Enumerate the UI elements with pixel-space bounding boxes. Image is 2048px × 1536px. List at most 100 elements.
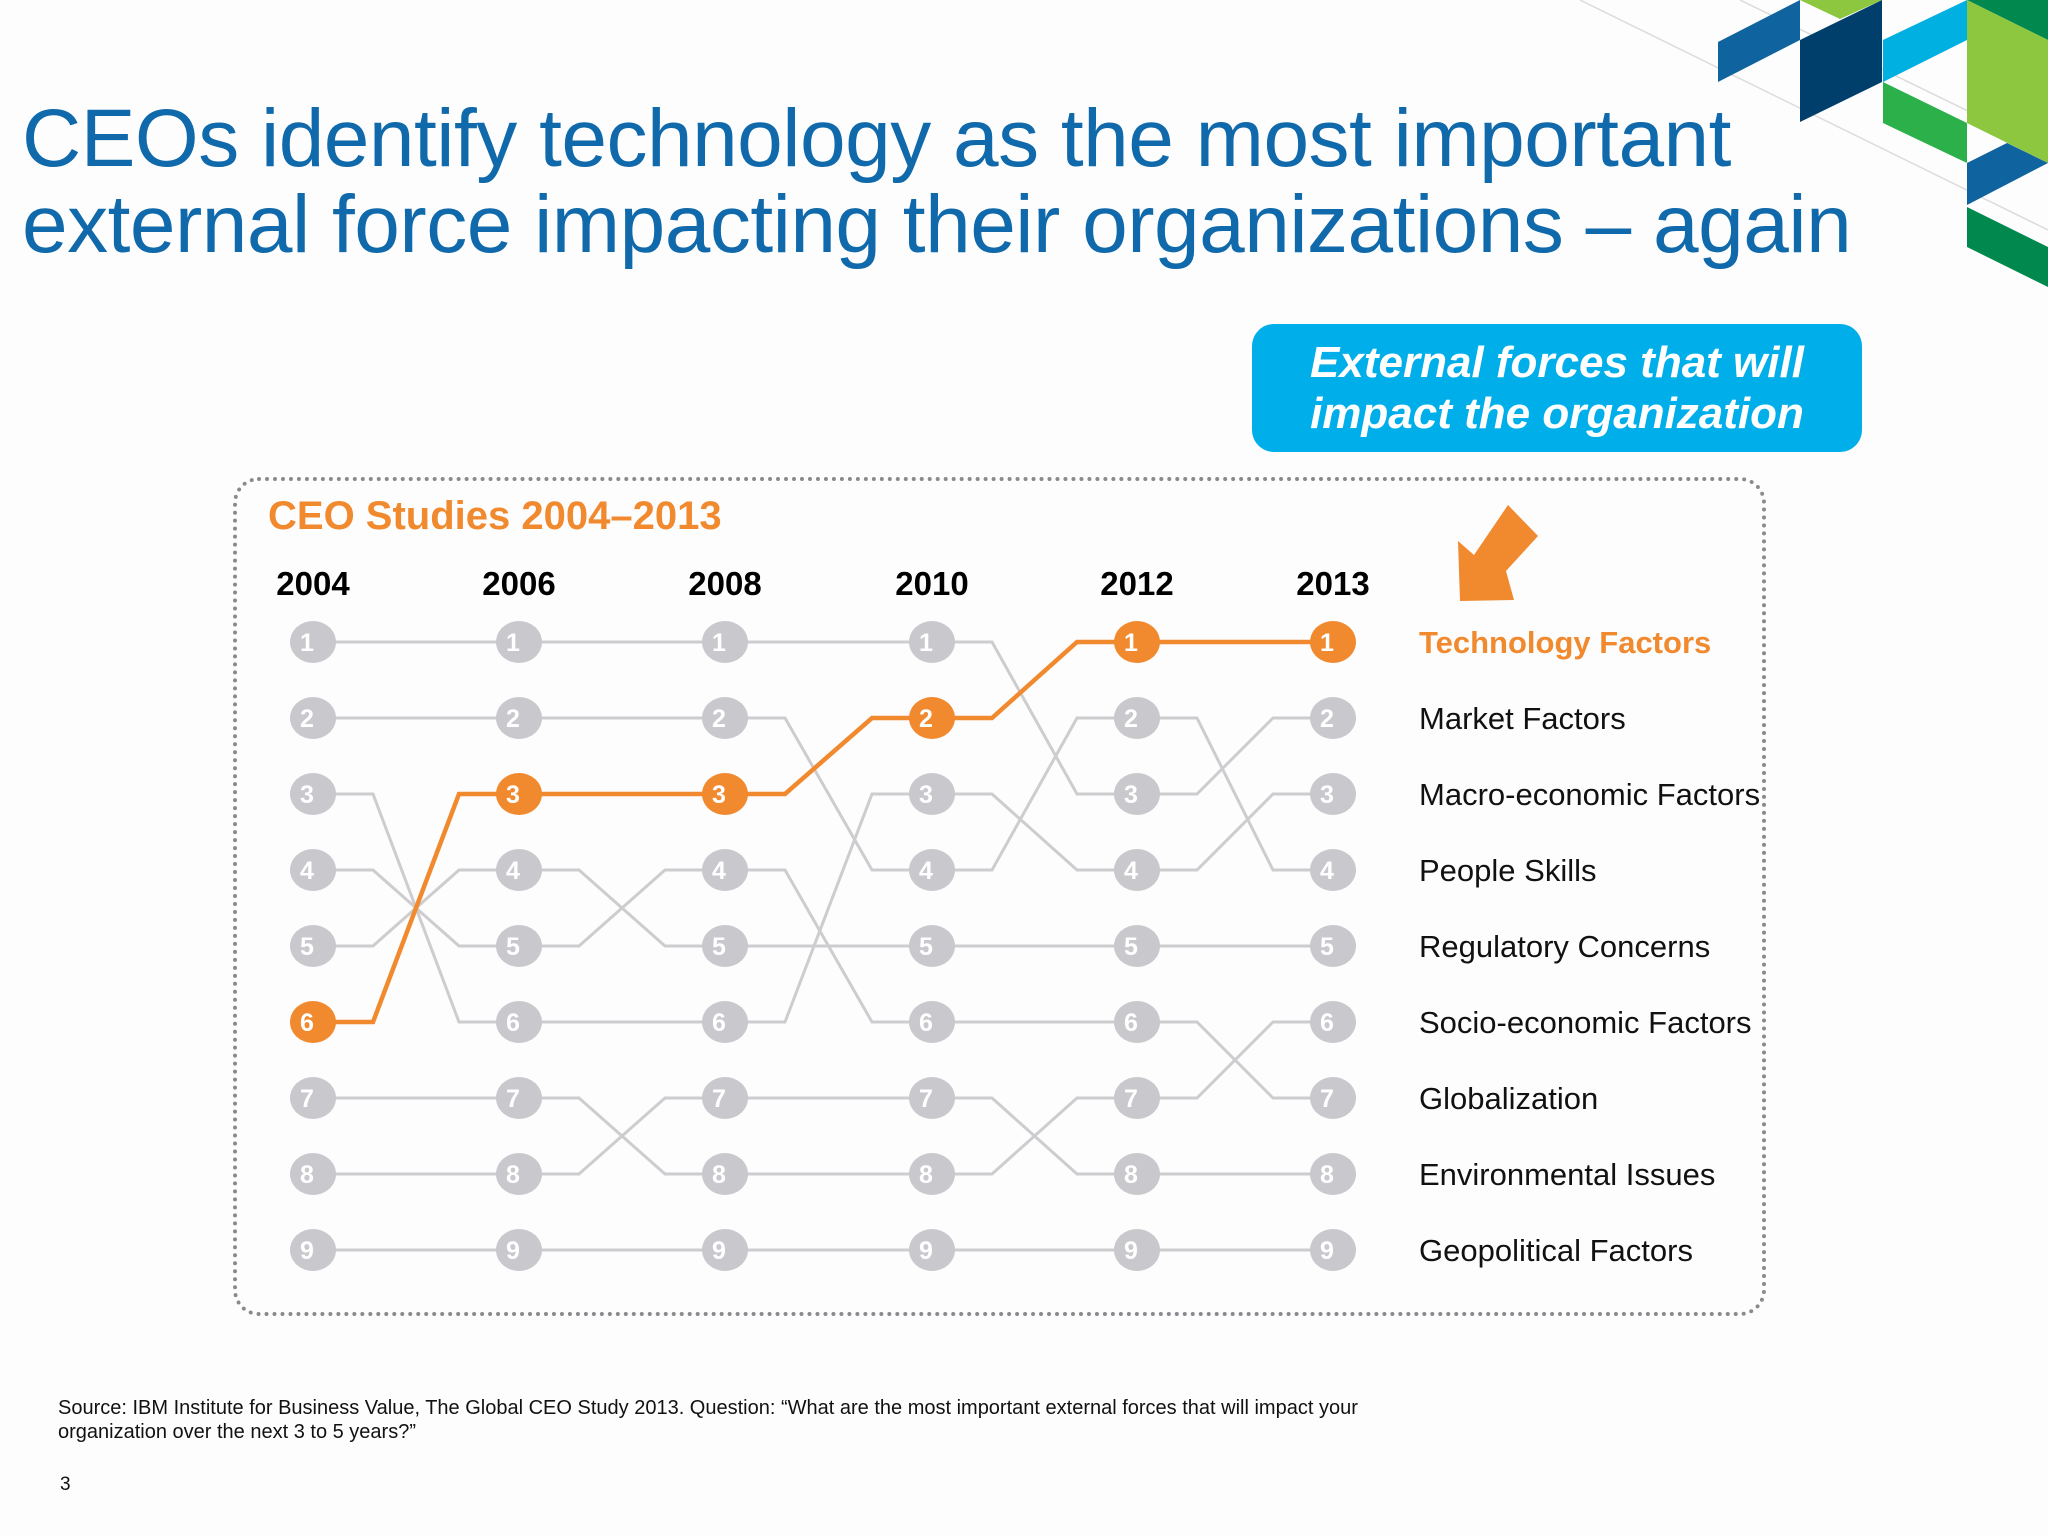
rank-node-label: 9 <box>712 1237 726 1265</box>
rank-node-label: 5 <box>300 933 314 961</box>
decor-lime-triangle <box>1800 0 1882 19</box>
year-label-2013: 2013 <box>1296 565 1369 602</box>
chart-frame <box>233 477 1766 1316</box>
rank-node-circle <box>1114 773 1160 815</box>
rank-node-circle <box>702 621 748 663</box>
rank-node-circle <box>1114 1077 1160 1119</box>
rank-node-circle <box>702 849 748 891</box>
gray-lines-layer <box>313 640 1333 1252</box>
highlight-lines-layer <box>313 639 1333 1025</box>
rank-node-label: 8 <box>506 1161 520 1189</box>
rank-node-2010-9: 9 <box>909 1229 955 1271</box>
rank-node-label: 7 <box>506 1085 520 1113</box>
rank-node-label: 9 <box>1320 1237 1334 1265</box>
series-line-globalization <box>313 868 1333 1100</box>
slide-title-line-1: CEOs identify technology as the most imp… <box>22 93 1731 184</box>
rank-node-circle <box>496 697 542 739</box>
rank-node-label: 8 <box>919 1161 933 1189</box>
rank-node-circle <box>1310 1153 1356 1195</box>
rank-node-2012-4: 4 <box>1114 849 1160 891</box>
arrow-icon <box>1458 505 1538 601</box>
rank-node-label: 3 <box>300 781 314 809</box>
series-line-macro-economic-factors <box>313 792 1333 1024</box>
rank-node-circle <box>702 1077 748 1119</box>
decor-navy-shape <box>1800 0 1882 122</box>
rank-node-circle <box>909 1153 955 1195</box>
rank-node-2006-1: 1 <box>496 621 542 663</box>
rank-node-label: 5 <box>1320 933 1334 961</box>
year-labels: 2004 2006 2008 2010 2012 2013 <box>276 565 1369 602</box>
rank-node-2012-2: 2 <box>1114 697 1160 739</box>
series-line-socio-economic-factors <box>313 1020 1333 1176</box>
rank-node-circle <box>909 773 955 815</box>
rank-node-label: 6 <box>919 1009 933 1037</box>
rank-node-label: 9 <box>300 1237 314 1265</box>
rank-node-label: 2 <box>919 705 933 733</box>
source-note: Source: IBM Institute for Business Value… <box>58 1397 1358 1443</box>
rank-node-circle <box>1310 849 1356 891</box>
rank-node-2010-8: 8 <box>909 1153 955 1195</box>
rank-node-circle <box>1310 621 1356 663</box>
rank-node-circle <box>702 697 748 739</box>
legend-item-market-factors: Market Factors <box>1419 701 1626 736</box>
rank-node-circle <box>702 773 748 815</box>
rank-node-circle <box>1310 697 1356 739</box>
legend-item-geopolitical-factors: Geopolitical Factors <box>1419 1233 1693 1268</box>
rank-node-circle <box>909 621 955 663</box>
rank-node-2012-3: 3 <box>1114 773 1160 815</box>
rank-node-label: 5 <box>506 933 520 961</box>
rank-node-circle <box>1114 1229 1160 1271</box>
rank-node-label: 6 <box>300 1009 314 1037</box>
rank-node-circle <box>1114 1153 1160 1195</box>
rank-node-2006-6: 6 <box>496 1001 542 1043</box>
rank-node-2013-5: 5 <box>1310 925 1356 967</box>
rank-node-2013-6: 6 <box>1310 1001 1356 1043</box>
rank-node-2004-5: 5 <box>290 925 336 967</box>
rank-node-circle <box>909 1229 955 1271</box>
rank-node-2010-7: 7 <box>909 1077 955 1119</box>
callout-line-2: impact the organization <box>1310 389 1804 438</box>
rank-node-label: 4 <box>712 857 726 885</box>
rank-node-2004-2: 2 <box>290 697 336 739</box>
rank-node-circle <box>702 1229 748 1271</box>
rank-node-circle <box>909 925 955 967</box>
rank-node-label: 8 <box>1320 1161 1334 1189</box>
rank-node-2008-1: 1 <box>702 621 748 663</box>
rank-node-2006-2: 2 <box>496 697 542 739</box>
rank-node-2006-4: 4 <box>496 849 542 891</box>
rank-node-label: 9 <box>506 1237 520 1265</box>
rank-node-2013-4: 4 <box>1310 849 1356 891</box>
rank-node-label: 6 <box>506 1009 520 1037</box>
rank-node-2006-3: 3 <box>496 773 542 815</box>
year-label-2004: 2004 <box>276 565 350 602</box>
rank-node-circle <box>909 1001 955 1043</box>
rank-node-circle <box>290 773 336 815</box>
rank-node-circle <box>290 1077 336 1119</box>
rank-node-2010-4: 4 <box>909 849 955 891</box>
rank-node-2008-2: 2 <box>702 697 748 739</box>
rank-node-circle <box>909 697 955 739</box>
rank-node-label: 4 <box>300 857 314 885</box>
rank-node-label: 3 <box>919 781 933 809</box>
slide-title: CEOs identify technology as the most imp… <box>22 93 1852 268</box>
rank-node-label: 7 <box>712 1085 726 1113</box>
rank-node-2013-3: 3 <box>1310 773 1356 815</box>
rank-node-2010-1: 1 <box>909 621 955 663</box>
rank-node-label: 4 <box>919 857 933 885</box>
rank-node-2006-5: 5 <box>496 925 542 967</box>
callout-line-1: External forces that will <box>1310 338 1804 387</box>
rank-node-2006-8: 8 <box>496 1153 542 1195</box>
rank-node-label: 4 <box>1124 857 1138 885</box>
rank-node-2012-1: 1 <box>1114 621 1160 663</box>
rank-node-circle <box>496 1001 542 1043</box>
rank-node-label: 2 <box>712 705 726 733</box>
rank-node-circle <box>1310 1001 1356 1043</box>
rank-node-circle <box>1310 1229 1356 1271</box>
rank-node-label: 3 <box>506 781 520 809</box>
rank-node-2004-6: 6 <box>290 1001 336 1043</box>
rank-node-circle <box>496 773 542 815</box>
rank-node-label: 7 <box>919 1085 933 1113</box>
decor-darkgreen-bottom-shape <box>1967 207 2048 287</box>
chart-title: CEO Studies 2004–2013 <box>268 494 722 538</box>
year-label-2008: 2008 <box>688 565 761 602</box>
